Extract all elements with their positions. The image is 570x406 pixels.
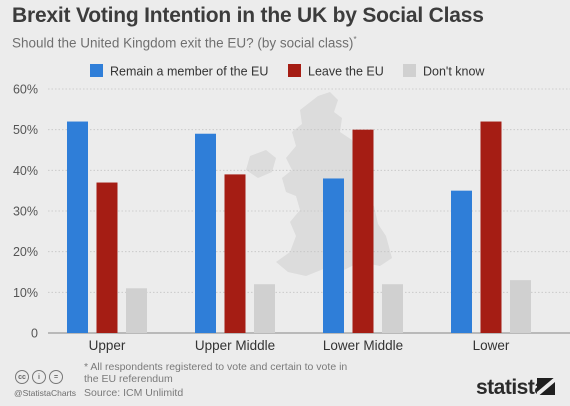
bar-lower-middle-1 <box>352 129 374 333</box>
footnote: * All respondents registered to vote and… <box>84 361 348 385</box>
y-tick-label: 0 <box>31 327 38 341</box>
subtitle-footnote-mark: * <box>353 35 357 44</box>
y-tick-label: 30% <box>13 205 38 219</box>
legend-label: Remain a member of the EU <box>110 65 268 79</box>
twitter-handle[interactable]: @StatistaCharts <box>14 388 77 398</box>
bar-upper-2 <box>126 288 147 333</box>
bar-lower-1 <box>480 121 502 334</box>
chart-title: Brexit Voting Intention in the UK by Soc… <box>12 4 484 27</box>
statista-logo-mark <box>537 378 555 395</box>
y-tick-label: 20% <box>13 245 38 259</box>
y-tick-label: 60% <box>13 83 38 97</box>
y-tick-label: 50% <box>13 123 38 137</box>
nd-icon[interactable]: = <box>49 370 63 384</box>
bar-lower-middle-2 <box>382 284 403 333</box>
bar-upper-0 <box>67 121 88 334</box>
x-tick-label: Lower <box>473 338 510 353</box>
cc-icon[interactable]: cc <box>15 370 29 384</box>
legend-label: Leave the EU <box>308 65 384 79</box>
statista-logo[interactable]: statista <box>476 376 546 399</box>
bar-upper-middle-0 <box>195 133 216 333</box>
x-tick-label: Upper Middle <box>195 338 275 353</box>
bar-upper-middle-2 <box>254 284 275 333</box>
x-tick-label: Upper <box>89 338 126 353</box>
x-tick-label: Lower Middle <box>323 338 403 353</box>
y-tick-label: 40% <box>13 164 38 178</box>
legend-label: Don't know <box>423 65 485 79</box>
legend-swatch <box>288 64 301 77</box>
subtitle-text: Should the United Kingdom exit the EU? (… <box>12 35 354 51</box>
bar-lower-0 <box>451 190 472 333</box>
y-tick-label: 10% <box>13 286 38 300</box>
source-text: Source: ICM Unlimitd <box>84 387 184 399</box>
bar-upper-middle-1 <box>224 174 246 333</box>
license-icons: cc i = <box>15 370 63 384</box>
by-icon[interactable]: i <box>32 370 46 384</box>
legend-swatch <box>90 64 103 77</box>
bar-lower-middle-0 <box>323 178 344 333</box>
legend-swatch <box>403 64 416 77</box>
bar-upper-1 <box>96 182 118 333</box>
bar-lower-2 <box>510 280 531 333</box>
chart-subtitle: Should the United Kingdom exit the EU? (… <box>12 35 357 51</box>
